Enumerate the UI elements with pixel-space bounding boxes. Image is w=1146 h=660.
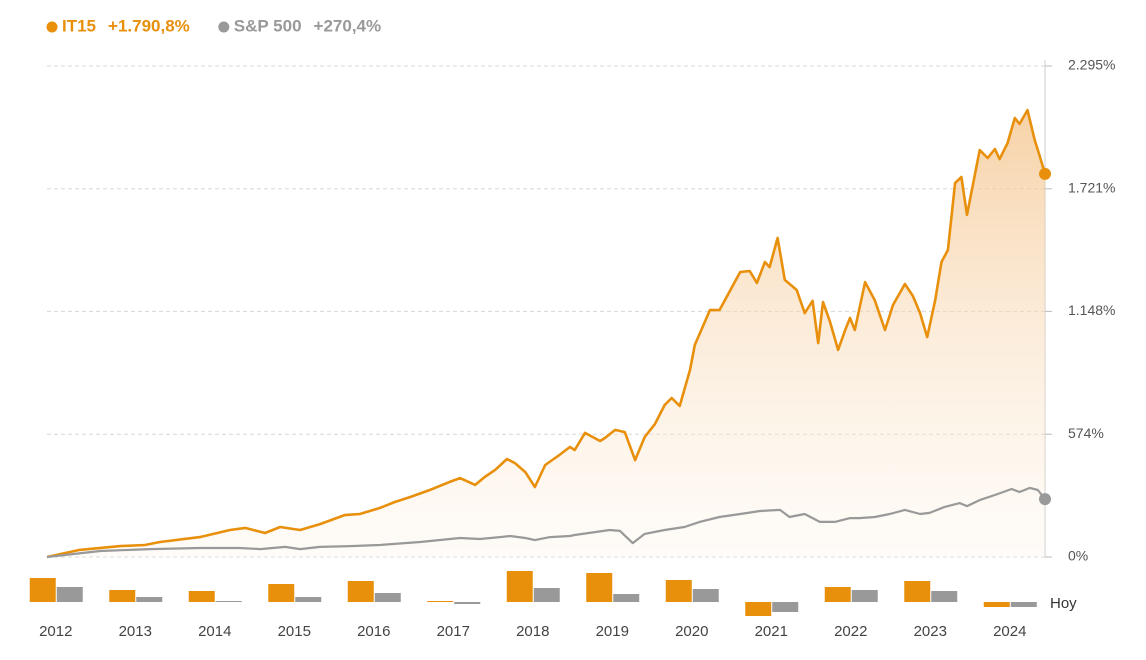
bar (188, 591, 215, 602)
bar (824, 587, 851, 602)
x-tick-label: 2014 (198, 623, 231, 640)
bar (506, 571, 533, 602)
bar (692, 589, 719, 602)
line (46, 108, 1047, 559)
bar (613, 594, 640, 602)
x-tick-label: 2019 (596, 623, 629, 640)
bar (347, 581, 374, 602)
bar (745, 602, 772, 616)
bar (454, 602, 481, 604)
bar (29, 578, 56, 602)
x-tick-label: 2024 (993, 623, 1026, 640)
x-tick-label: 2012 (39, 623, 72, 640)
y-tick-label: 574% (1068, 425, 1104, 441)
y-tick-label: 2.295% (1068, 57, 1115, 73)
bar (215, 601, 242, 602)
bar (665, 580, 692, 602)
bar (56, 587, 83, 602)
bar (851, 590, 878, 602)
x-tick-label: 2018 (516, 623, 549, 640)
bar (295, 597, 322, 602)
x-tick-label: 2023 (914, 623, 947, 640)
bar (983, 602, 1010, 607)
bar (136, 597, 163, 602)
end-dot (1039, 167, 1051, 180)
x-tick-label: 2021 (755, 623, 788, 640)
x-tick-label: 2020 (675, 623, 708, 640)
bar (427, 601, 454, 602)
x-tick-label: 2022 (834, 623, 867, 640)
bar (772, 602, 799, 612)
line (46, 486, 1046, 559)
legend-value: +1.790,8% (108, 16, 190, 35)
legend-name: IT15 (62, 16, 96, 35)
bar (374, 593, 401, 602)
y-tick-label: 1.148% (1068, 302, 1115, 318)
annotation: Hoy (1050, 595, 1077, 612)
legend-dot (218, 21, 230, 33)
x-tick-label: 2013 (119, 623, 152, 640)
bar (109, 590, 136, 602)
bar (533, 588, 560, 602)
x-tick-label: 2017 (437, 623, 470, 640)
area (47, 110, 1045, 557)
bar (904, 581, 931, 602)
end-dot (1039, 493, 1051, 506)
y-tick-label: 1.721% (1068, 180, 1115, 196)
y-tick-label: 0% (1068, 548, 1088, 564)
legend-value: +270,4% (314, 16, 382, 35)
x-tick-label: 2016 (357, 623, 390, 640)
legend-name: S&P 500 (234, 16, 302, 35)
legend-dot (46, 21, 58, 33)
legend: IT15 +1.790,8% S&P 500 +270,4% (46, 16, 382, 35)
bar (268, 584, 295, 602)
x-tick-label: 2015 (278, 623, 311, 640)
bar (586, 573, 613, 602)
bar (1010, 602, 1037, 607)
bar (931, 591, 958, 602)
